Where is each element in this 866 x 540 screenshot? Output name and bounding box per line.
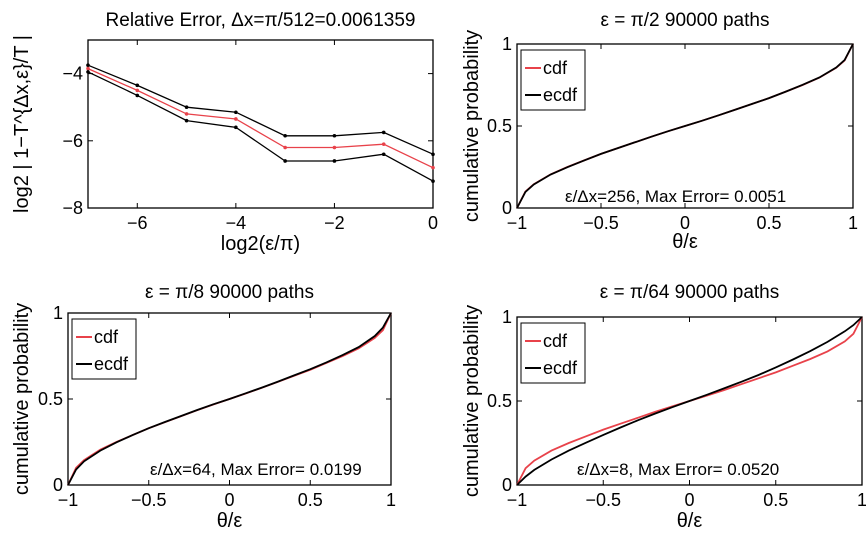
- series-marker: [184, 112, 189, 116]
- chart-title: ε = π/8 90000 paths: [145, 282, 314, 303]
- series-marker: [283, 145, 287, 150]
- series-line-3: [87, 71, 434, 182]
- x-axis-label: θ/ε: [677, 510, 703, 532]
- chart-title: Relative Error, Δx=π/512=0.0061359: [106, 10, 416, 31]
- x-tick-label: −0.5: [583, 213, 619, 233]
- series-marker: [431, 152, 435, 157]
- chart-panel-4: ε = π/64 90000 paths −1 −0.5 0 0.5 1 0 0.5 1 θ/ε c…: [461, 282, 866, 532]
- y-tick-label: 0: [53, 475, 63, 495]
- series-marker: [86, 70, 90, 74]
- series-marker: [234, 110, 238, 115]
- y-tick-label: 1: [502, 34, 512, 54]
- series-marker: [135, 88, 140, 93]
- x-tick-label: 0: [680, 213, 690, 233]
- series-line-ecdf: [67, 312, 392, 486]
- y-tick-label: 1: [502, 307, 512, 327]
- x-tick-label: −1: [58, 490, 79, 510]
- series-line-ecdf: [516, 43, 854, 209]
- series-marker: [431, 179, 435, 183]
- x-tick-label: −4: [226, 213, 247, 233]
- annotation-text: ε/Δx=64, Max Error= 0.0199: [150, 460, 362, 479]
- annotation-text: ε/Δx=8, Max Error= 0.0520: [577, 460, 779, 479]
- y-tick-label: 0.5: [487, 391, 512, 411]
- y-axis-label: cumulative probability: [461, 305, 483, 497]
- x-axis-label: θ/ε: [217, 510, 243, 532]
- legend-label: cdf: [543, 331, 568, 351]
- series-marker: [234, 117, 238, 121]
- legend: cdf ecdf: [520, 49, 586, 111]
- x-tick-label: 0.5: [298, 490, 323, 510]
- y-tick-label: 0.5: [487, 116, 512, 136]
- x-tick-label: 1: [386, 490, 396, 510]
- y-axis-label: cumulative probability: [11, 303, 33, 495]
- chart-panel-3: ε = π/8 90000 paths −1 −0.5 0 0.5 1 0 0.5 1 θ/ε cu…: [11, 282, 396, 532]
- series-marker: [431, 165, 435, 170]
- x-tick-label: 0.5: [763, 490, 788, 510]
- legend-label: ecdf: [543, 358, 578, 378]
- chart-panel-1: Relative Error, Δx=π/512=0.0061359 −6 −4 −2…: [11, 10, 438, 255]
- series-line-1: [87, 64, 434, 155]
- chart-title: ε = π/2 90000 paths: [601, 10, 770, 31]
- x-tick-label: −1: [507, 490, 528, 510]
- legend-label: cdf: [543, 58, 568, 78]
- x-tick-label: 1: [848, 213, 858, 233]
- legend-label: ecdf: [543, 85, 578, 105]
- chart-panel-2: ε = π/2 90000 paths −1 −0.5 0 0.5 1 0 0.5 1 θ/ε cu…: [461, 10, 858, 253]
- x-tick-label: 1: [857, 490, 866, 510]
- y-tick-label: −6: [62, 131, 83, 151]
- x-tick-label: −1: [507, 213, 528, 233]
- series-marker: [332, 159, 337, 163]
- y-tick-label: 0.5: [38, 389, 63, 409]
- x-tick-label: 0.5: [756, 213, 781, 233]
- series-marker: [184, 118, 189, 123]
- y-tick-label: −8: [62, 198, 83, 218]
- legend-label: cdf: [94, 327, 119, 347]
- legend-box: [520, 49, 586, 111]
- legend-box: [71, 318, 137, 380]
- series-marker: [283, 159, 287, 163]
- y-axis-label: cumulative probability: [461, 30, 483, 222]
- legend: cdf ecdf: [71, 318, 137, 380]
- series-marker: [234, 125, 238, 130]
- x-tick-label: 0: [224, 490, 234, 510]
- x-tick-label: −0.5: [585, 490, 621, 510]
- x-tick-label: 0: [428, 213, 438, 233]
- series-marker: [332, 145, 337, 150]
- series-marker: [135, 83, 140, 88]
- legend-label: ecdf: [94, 354, 129, 374]
- legend: cdf ecdf: [520, 322, 586, 384]
- series-marker: [381, 142, 386, 146]
- x-axis-label: log2(ε/π): [221, 233, 300, 255]
- annotation-text: ε/Δx=256, Max Error= 0.0051: [565, 187, 786, 206]
- legend-box: [520, 322, 586, 384]
- series-line-2: [87, 68, 434, 169]
- series-marker: [283, 133, 287, 138]
- x-tick-label: −0.5: [131, 490, 167, 510]
- series-marker: [86, 66, 90, 71]
- y-tick-label: 0: [502, 198, 512, 218]
- series-marker: [381, 152, 386, 157]
- y-tick-label: 1: [53, 303, 63, 323]
- y-tick-label: 0: [502, 475, 512, 495]
- x-tick-label: −2: [324, 213, 345, 233]
- series-marker: [184, 105, 189, 109]
- chart-title: ε = π/64 90000 paths: [600, 282, 780, 303]
- x-axis-label: θ/ε: [672, 231, 698, 253]
- series-marker: [381, 130, 386, 135]
- series-marker: [86, 63, 90, 67]
- series-marker: [135, 93, 140, 98]
- series-line-ecdf: [516, 316, 863, 486]
- x-tick-label: 0: [684, 490, 694, 510]
- y-axis-label: log2 | 1−T^{Δx,ε}/T |: [11, 35, 33, 213]
- x-tick-label: −6: [127, 213, 148, 233]
- y-tick-label: −4: [62, 64, 83, 84]
- series-marker: [332, 133, 337, 138]
